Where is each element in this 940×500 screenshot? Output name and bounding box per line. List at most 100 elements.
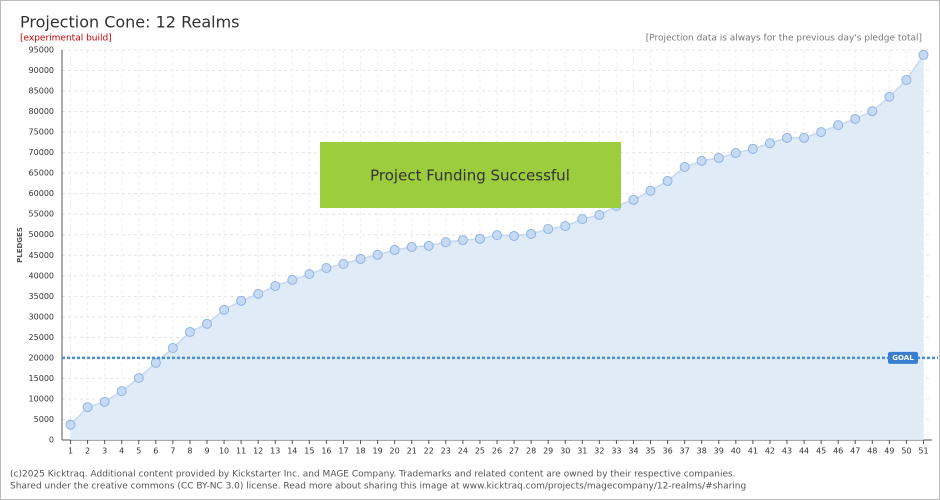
y-tick-label: 40000	[29, 271, 54, 280]
x-tick-label: 26	[492, 447, 502, 456]
point	[577, 214, 588, 225]
x-tick-label: 29	[543, 447, 553, 456]
subtitle: [experimental build]	[20, 34, 112, 44]
x-tick-label: 51	[918, 447, 928, 456]
y-tick-label: 50000	[29, 230, 54, 239]
point	[850, 113, 861, 124]
y-tick-label: 5000	[34, 415, 54, 424]
y-tick-label: 95000	[29, 46, 54, 55]
x-tick-label: 19	[372, 447, 382, 456]
point	[321, 262, 332, 273]
point	[747, 143, 758, 154]
x-tick-label: 23	[441, 447, 451, 456]
note: [Projection data is always for the previ…	[646, 34, 922, 44]
y-tick-label: 20000	[29, 353, 54, 362]
point	[184, 327, 195, 338]
x-tick-label: 31	[577, 447, 587, 456]
y-tick-label: 85000	[29, 87, 54, 96]
point	[457, 235, 468, 246]
x-tick-label: 20	[390, 447, 400, 456]
x-tick-label: 1	[68, 447, 73, 456]
point	[594, 210, 605, 221]
goal-label: GOAL	[892, 354, 914, 362]
y-tick-label: 90000	[29, 66, 54, 75]
chart-title: Projection Cone: 12 Realms	[20, 13, 239, 32]
y-tick-label: 55000	[29, 210, 54, 219]
point	[713, 152, 724, 163]
x-tick-label: 15	[304, 447, 314, 456]
point	[799, 132, 810, 143]
point	[167, 343, 178, 354]
x-tick-label: 48	[867, 447, 877, 456]
x-tick-label: 18	[355, 447, 365, 456]
x-tick-label: 4	[119, 447, 124, 456]
x-tick-label: 25	[475, 447, 485, 456]
point	[918, 49, 929, 60]
point	[884, 91, 895, 102]
x-tick-label: 43	[782, 447, 792, 456]
y-tick-label: 60000	[29, 189, 54, 198]
point	[509, 230, 520, 241]
point	[628, 194, 639, 205]
point	[833, 120, 844, 131]
x-tick-label: 36	[662, 447, 672, 456]
x-tick-label: 13	[270, 447, 280, 456]
area	[70, 54, 924, 440]
point	[202, 318, 212, 329]
x-tick-label: 45	[816, 447, 826, 456]
y-tick-label: 65000	[29, 169, 54, 178]
point	[99, 396, 110, 407]
x-tick-label: 38	[697, 447, 707, 456]
point	[782, 132, 792, 143]
point	[474, 233, 485, 244]
point	[287, 274, 298, 285]
point	[696, 155, 707, 166]
point	[543, 223, 554, 234]
x-tick-label: 7	[170, 447, 175, 456]
banner	[320, 142, 621, 208]
x-tick-label: 2	[85, 447, 90, 456]
y-tick-label: 75000	[29, 128, 54, 137]
point	[816, 127, 827, 138]
x-tick-label: 39	[714, 447, 724, 456]
x-tick-label: 50	[901, 447, 911, 456]
x-tick-label: 16	[321, 447, 331, 456]
point	[560, 221, 571, 232]
point	[355, 253, 366, 264]
x-tick-label: 30	[560, 447, 570, 456]
x-tick-label: 3	[102, 447, 107, 456]
x-tick-label: 46	[833, 447, 843, 456]
x-tick-label: 32	[594, 447, 604, 456]
point	[730, 148, 741, 159]
x-tick-label: 49	[884, 447, 894, 456]
x-tick-label: 37	[680, 447, 690, 456]
point	[492, 230, 502, 241]
footer: Shared under the creative commons (CC BY…	[10, 482, 746, 492]
point	[645, 185, 656, 196]
x-tick-label: 40	[731, 447, 741, 456]
banner-text: Project Funding Successful	[370, 167, 570, 185]
point	[338, 258, 349, 269]
x-tick-label: 12	[253, 447, 263, 456]
point	[867, 106, 878, 117]
point	[304, 269, 315, 280]
point	[679, 162, 690, 172]
x-tick-label: 5	[136, 447, 141, 456]
x-tick-label: 24	[458, 447, 468, 456]
point	[662, 175, 673, 186]
point	[389, 244, 400, 255]
point	[150, 357, 161, 368]
point	[901, 74, 912, 85]
point	[219, 304, 230, 315]
x-tick-label: 41	[748, 447, 758, 456]
y-tick-label: 10000	[29, 394, 54, 403]
x-tick-label: 33	[611, 447, 621, 456]
x-tick-label: 34	[628, 447, 638, 456]
point	[372, 249, 383, 260]
y-tick-label: 0	[49, 436, 54, 445]
point	[764, 138, 775, 149]
x-tick-label: 14	[287, 447, 297, 456]
y-tick-label: 15000	[29, 374, 54, 383]
x-tick-label: 42	[765, 447, 775, 456]
point	[253, 288, 264, 299]
